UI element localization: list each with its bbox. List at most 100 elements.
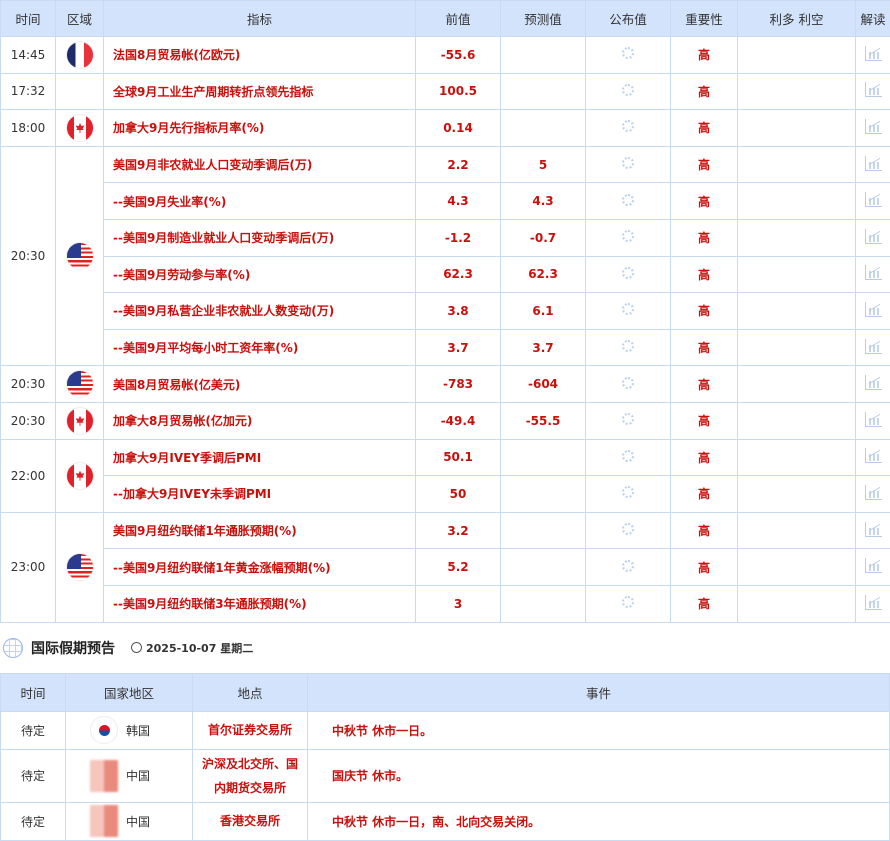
indicator-link[interactable]: --美国9月劳动参与率(%) — [104, 256, 416, 293]
forecast-value — [501, 585, 586, 622]
usa-flag-icon — [66, 242, 94, 270]
previous-value: 100.5 — [416, 73, 501, 110]
chart-icon[interactable] — [865, 339, 882, 354]
indicator-link[interactable]: --美国9月平均每小时工资年率(%) — [104, 329, 416, 366]
indicator-link[interactable]: 加拿大9月先行指标月率(%) — [104, 110, 416, 147]
canada-flag-icon — [66, 407, 94, 435]
interpretation-cell[interactable] — [856, 256, 890, 293]
time-cell: 17:32 — [1, 73, 56, 110]
holiday-header-place: 地点 — [193, 673, 308, 711]
interpretation-cell[interactable] — [856, 585, 890, 622]
chart-icon[interactable] — [865, 192, 882, 207]
indicator-link[interactable]: 加拿大9月IVEY季调后PMI — [104, 439, 416, 476]
interpretation-cell[interactable] — [856, 110, 890, 147]
indicator-link[interactable]: 美国8月贸易帐(亿美元) — [104, 366, 416, 403]
header-interpretation: 解读 — [856, 1, 890, 37]
interpretation-cell[interactable] — [856, 219, 890, 256]
header-forecast: 预测值 — [501, 1, 586, 37]
interpretation-cell[interactable] — [856, 183, 890, 220]
header-bull-bear: 利多 利空 — [738, 1, 856, 37]
actual-cell — [586, 146, 671, 183]
importance-value: 高 — [671, 476, 738, 513]
region-cell — [56, 512, 104, 622]
interpretation-cell[interactable] — [856, 439, 890, 476]
importance-value: 高 — [671, 512, 738, 549]
indicator-link[interactable]: --加拿大9月IVEY未季调PMI — [104, 476, 416, 513]
chart-icon[interactable] — [865, 522, 882, 537]
bull-bear-cell — [738, 110, 856, 147]
forecast-value — [501, 110, 586, 147]
indicator-link[interactable]: --美国9月纽约联储3年通胀预期(%) — [104, 585, 416, 622]
indicator-link[interactable]: 法国8月贸易帐(亿欧元) — [104, 37, 416, 74]
interpretation-cell[interactable] — [856, 549, 890, 586]
holiday-place: 香港交易所 — [193, 802, 308, 840]
chart-icon[interactable] — [865, 302, 882, 317]
interpretation-cell[interactable] — [856, 293, 890, 330]
bull-bear-cell — [738, 146, 856, 183]
forecast-value: -0.7 — [501, 219, 586, 256]
loading-icon — [622, 413, 634, 425]
indicator-link[interactable]: 加拿大8月贸易帐(亿加元) — [104, 402, 416, 439]
holiday-time: 待定 — [1, 711, 66, 749]
forecast-value: 4.3 — [501, 183, 586, 220]
header-actual: 公布值 — [586, 1, 671, 37]
chart-icon[interactable] — [865, 558, 882, 573]
forecast-value: 6.1 — [501, 293, 586, 330]
previous-value: 50 — [416, 476, 501, 513]
indicator-link[interactable]: 全球9月工业生产周期转折点领先指标 — [104, 73, 416, 110]
chart-icon[interactable] — [865, 46, 882, 61]
interpretation-cell[interactable] — [856, 366, 890, 403]
chart-icon[interactable] — [865, 375, 882, 390]
holiday-country: 中国 — [66, 749, 193, 802]
region-cell — [56, 73, 104, 110]
previous-value: -55.6 — [416, 37, 501, 74]
bull-bear-cell — [738, 293, 856, 330]
interpretation-cell[interactable] — [856, 402, 890, 439]
chart-icon[interactable] — [865, 412, 882, 427]
importance-value: 高 — [671, 183, 738, 220]
indicator-link[interactable]: --美国9月失业率(%) — [104, 183, 416, 220]
loading-icon — [622, 194, 634, 206]
indicator-link[interactable]: --美国9月制造业就业人口变动季调后(万) — [104, 219, 416, 256]
chart-icon[interactable] — [865, 119, 882, 134]
indicator-link[interactable]: 美国9月纽约联储1年通胀预期(%) — [104, 512, 416, 549]
chart-icon[interactable] — [865, 265, 882, 280]
indicator-link[interactable]: --美国9月纽约联储1年黄金涨幅预期(%) — [104, 549, 416, 586]
indicator-link[interactable]: 美国9月非农就业人口变动季调后(万) — [104, 146, 416, 183]
importance-value: 高 — [671, 219, 738, 256]
interpretation-cell[interactable] — [856, 329, 890, 366]
indicator-link[interactable]: --美国9月私营企业非农就业人数变动(万) — [104, 293, 416, 330]
country-name: 韩国 — [126, 724, 150, 738]
previous-value: -49.4 — [416, 402, 501, 439]
interpretation-cell[interactable] — [856, 73, 890, 110]
chart-icon[interactable] — [865, 448, 882, 463]
bull-bear-cell — [738, 256, 856, 293]
holiday-event: 中秋节 休市一日。 — [308, 711, 890, 749]
chart-icon[interactable] — [865, 82, 882, 97]
bull-bear-cell — [738, 329, 856, 366]
previous-value: 0.14 — [416, 110, 501, 147]
loading-icon — [622, 523, 634, 535]
chart-icon[interactable] — [865, 595, 882, 610]
chart-icon[interactable] — [865, 156, 882, 171]
chart-icon[interactable] — [865, 485, 882, 500]
interpretation-cell[interactable] — [856, 476, 890, 513]
holiday-country: 韩国 — [66, 711, 193, 749]
bull-bear-cell — [738, 549, 856, 586]
chart-icon[interactable] — [865, 229, 882, 244]
forecast-value — [501, 476, 586, 513]
interpretation-cell[interactable] — [856, 512, 890, 549]
interpretation-cell[interactable] — [856, 146, 890, 183]
loading-icon — [622, 157, 634, 169]
interpretation-cell[interactable] — [856, 37, 890, 74]
region-cell — [56, 366, 104, 403]
actual-cell — [586, 293, 671, 330]
previous-value: -783 — [416, 366, 501, 403]
